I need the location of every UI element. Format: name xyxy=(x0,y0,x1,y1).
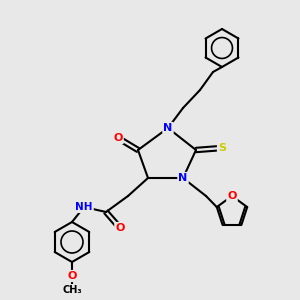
Text: N: N xyxy=(178,173,188,183)
Text: O: O xyxy=(115,223,125,233)
Text: CH₃: CH₃ xyxy=(62,285,82,295)
Text: O: O xyxy=(67,271,77,281)
Text: S: S xyxy=(218,143,226,153)
Text: O: O xyxy=(113,133,123,143)
Text: NH: NH xyxy=(75,202,93,212)
Text: O: O xyxy=(227,191,237,201)
Text: N: N xyxy=(164,123,172,133)
